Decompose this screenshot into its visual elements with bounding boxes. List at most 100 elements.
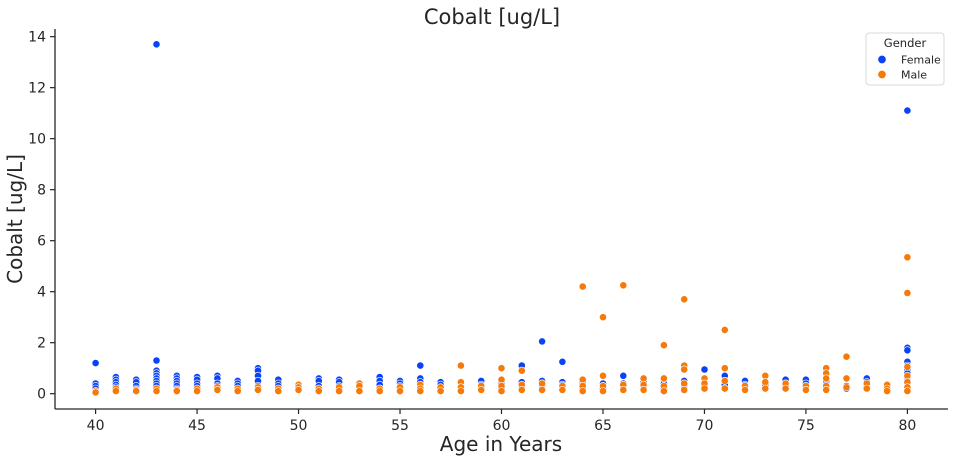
data-point-male xyxy=(680,295,689,304)
series-male xyxy=(91,253,912,397)
data-point-male xyxy=(903,289,912,297)
data-point-male xyxy=(294,385,303,394)
data-point-female xyxy=(903,346,912,355)
data-point-male xyxy=(456,387,465,395)
data-point-male xyxy=(599,371,607,380)
data-point-male xyxy=(903,387,912,395)
data-point-male xyxy=(680,385,689,394)
data-point-male xyxy=(660,387,668,395)
data-point-male xyxy=(456,361,465,370)
y-tick-label: 12 xyxy=(28,81,46,97)
data-point-male xyxy=(517,366,526,375)
data-point-male xyxy=(91,388,100,397)
data-point-female xyxy=(152,40,161,49)
data-point-male xyxy=(720,376,729,385)
data-point-male xyxy=(619,385,628,394)
data-point-male xyxy=(477,385,486,394)
data-point-male xyxy=(842,374,851,383)
data-point-female xyxy=(619,371,628,380)
data-point-male xyxy=(842,352,851,361)
y-axis-title: Cobalt [ug/L] xyxy=(3,154,27,284)
x-tick-label: 70 xyxy=(696,418,714,434)
data-point-male xyxy=(112,387,120,395)
chart-title: Cobalt [ug/L] xyxy=(424,5,560,29)
data-point-male xyxy=(720,384,729,393)
data-point-male xyxy=(152,387,161,395)
x-ticks: 40 45 50 55 60 65 70 75 80 xyxy=(87,409,916,434)
y-tick-label: 10 xyxy=(28,132,46,148)
data-point-male xyxy=(599,387,607,395)
data-point-male xyxy=(538,385,546,394)
y-tick-label: 4 xyxy=(37,285,46,301)
x-tick-label: 60 xyxy=(493,418,511,434)
data-point-male xyxy=(741,385,749,394)
data-point-male xyxy=(233,387,242,395)
data-point-male xyxy=(314,387,323,395)
data-point-male xyxy=(396,387,404,395)
data-point-male xyxy=(355,387,364,395)
data-point-male xyxy=(700,384,709,393)
data-point-male xyxy=(660,341,668,350)
x-tick-label: 50 xyxy=(290,418,308,434)
data-point-male xyxy=(842,383,851,392)
data-point-male xyxy=(802,385,810,394)
y-ticks: 0 2 4 6 8 10 12 14 xyxy=(28,30,55,403)
legend-title: Gender xyxy=(884,36,927,50)
data-point-male xyxy=(274,387,283,395)
legend-marker-female xyxy=(877,54,887,65)
data-point-male xyxy=(497,387,506,395)
data-point-male xyxy=(761,384,770,393)
data-point-female xyxy=(91,359,100,367)
x-tick-label: 65 xyxy=(594,418,612,434)
data-point-male xyxy=(680,365,689,374)
data-point-male xyxy=(660,374,668,383)
y-tick-label: 0 xyxy=(37,387,46,403)
data-point-male xyxy=(822,374,831,383)
data-point-male xyxy=(862,384,871,393)
y-tick-label: 6 xyxy=(37,234,46,250)
data-point-male xyxy=(193,387,201,395)
data-point-male xyxy=(416,387,425,395)
data-point-male xyxy=(517,385,526,394)
x-tick-label: 75 xyxy=(797,418,815,434)
legend: Gender Female Male xyxy=(865,32,945,86)
data-point-male xyxy=(436,387,445,395)
y-tick-label: 8 xyxy=(37,183,46,199)
data-point-male xyxy=(578,387,587,395)
data-point-male xyxy=(639,385,648,394)
x-tick-label: 55 xyxy=(391,418,409,434)
data-point-female xyxy=(903,106,912,115)
x-tick-label: 45 xyxy=(188,418,206,434)
data-point-male xyxy=(335,387,343,395)
data-point-female xyxy=(700,365,709,374)
data-point-male xyxy=(375,387,384,395)
data-point-male xyxy=(254,385,262,394)
y-tick-label: 14 xyxy=(28,30,46,46)
x-tick-label: 80 xyxy=(898,418,916,434)
data-point-male xyxy=(822,385,831,394)
legend-label-female: Female xyxy=(901,54,941,67)
data-point-male xyxy=(213,385,222,394)
data-point-male xyxy=(883,387,891,395)
data-point-female xyxy=(538,337,546,346)
legend-label-male: Male xyxy=(901,69,927,82)
data-point-female xyxy=(558,357,567,366)
data-point-male xyxy=(497,364,506,373)
data-point-male xyxy=(903,253,912,262)
data-point-male xyxy=(599,313,607,322)
data-point-male xyxy=(781,384,790,393)
series-female xyxy=(91,40,912,395)
data-point-female xyxy=(152,356,161,365)
data-point-male xyxy=(172,387,181,395)
data-point-male xyxy=(578,282,587,291)
x-tick-label: 40 xyxy=(87,418,105,434)
data-point-male xyxy=(720,364,729,373)
data-point-male xyxy=(619,281,628,290)
data-point-male xyxy=(132,387,141,395)
legend-marker-male xyxy=(877,69,887,80)
data-point-male xyxy=(720,325,729,334)
x-axis-title: Age in Years xyxy=(440,432,562,456)
axes xyxy=(54,29,948,410)
y-tick-label: 2 xyxy=(37,336,46,352)
